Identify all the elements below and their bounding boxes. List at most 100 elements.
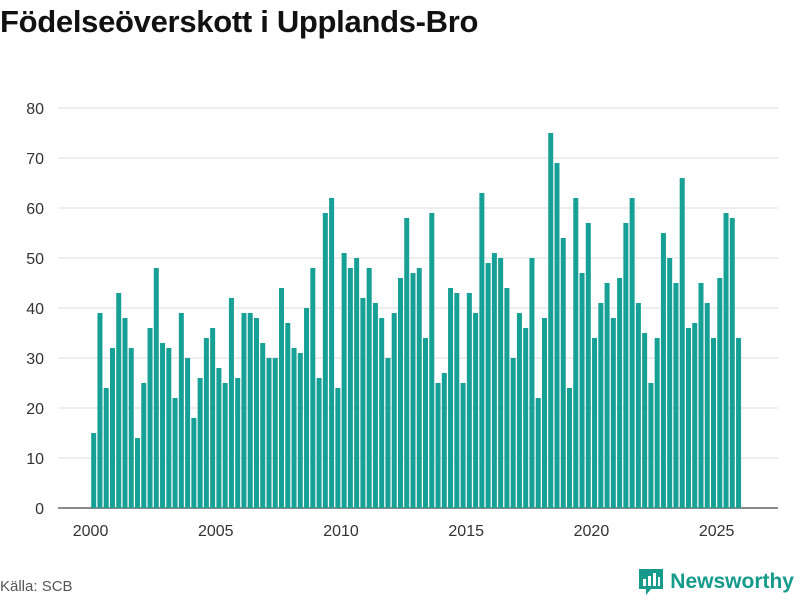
bar-2007-Q3	[279, 288, 285, 508]
bar-2019-Q4	[585, 223, 591, 508]
bar-2012-Q3	[404, 218, 410, 508]
bar-2010-Q2	[347, 268, 353, 508]
bar-2014-Q2	[448, 288, 454, 508]
bar-2019-Q1	[567, 388, 573, 508]
bar-2008-Q4	[310, 268, 316, 508]
bar-2023-Q3	[679, 178, 685, 508]
bar-2015-Q4	[485, 263, 491, 508]
bar-2007-Q4	[285, 323, 291, 508]
bar-2025-Q3	[729, 218, 735, 508]
bar-2015-Q1	[466, 293, 472, 508]
brand-name: Newsworthy	[670, 570, 794, 593]
bar-2018-Q3	[554, 163, 560, 508]
bar-2016-Q2	[498, 258, 504, 508]
bar-2018-Q4	[560, 238, 566, 508]
bar-2019-Q3	[579, 273, 585, 508]
bar-2021-Q1	[617, 278, 623, 508]
bar-2006-Q3	[253, 318, 259, 508]
bar-2009-Q2	[322, 213, 328, 508]
bar-2013-Q2	[423, 338, 429, 508]
bar-2001-Q3	[128, 348, 134, 508]
bar-2016-Q3	[504, 288, 510, 508]
bar-2025-Q2	[723, 213, 729, 508]
bar-2007-Q1	[266, 358, 272, 508]
y-axis-ticks: 0 10 20 30 40 50 60 70 80	[26, 101, 44, 518]
bar-2015-Q3	[479, 193, 485, 508]
bar-2004-Q4	[210, 328, 216, 508]
bar-2005-Q1	[216, 368, 222, 508]
bar-2000-Q4	[109, 348, 115, 508]
bar-2010-Q3	[354, 258, 360, 508]
bar-2013-Q1	[416, 268, 422, 508]
bar-2018-Q1	[541, 318, 547, 508]
y-tick-label: 20	[26, 401, 44, 418]
bar-2022-Q4	[660, 233, 666, 508]
bar-2001-Q2	[122, 318, 128, 508]
bar-2025-Q1	[717, 278, 723, 508]
bar-2009-Q3	[329, 198, 335, 508]
bar-2021-Q2	[623, 223, 629, 508]
bar-2019-Q2	[573, 198, 579, 508]
bar-2007-Q2	[272, 358, 278, 508]
bar-2017-Q4	[535, 398, 541, 508]
bar-2021-Q3	[629, 198, 635, 508]
bar-2010-Q1	[341, 253, 347, 508]
bar-2011-Q3	[379, 318, 385, 508]
bar-2024-Q2	[698, 283, 704, 508]
bar-2002-Q4	[160, 343, 166, 508]
bar-2011-Q2	[372, 303, 378, 508]
bar-2017-Q2	[523, 328, 529, 508]
bar-2022-Q1	[642, 333, 648, 508]
bar-2003-Q1	[166, 348, 172, 508]
bar-2022-Q2	[648, 383, 654, 508]
bar-2001-Q4	[135, 438, 141, 508]
bar-2003-Q2	[172, 398, 178, 508]
y-tick-label: 40	[26, 301, 44, 318]
bar-2011-Q1	[366, 268, 372, 508]
bar-2009-Q4	[335, 388, 341, 508]
bar-2000-Q2	[97, 313, 103, 508]
bar-2023-Q1	[667, 258, 673, 508]
x-axis-ticks: 2000 2005 2010 2015 2020 2025	[73, 523, 735, 540]
bar-2012-Q1	[391, 313, 397, 508]
x-tick-label: 2025	[699, 523, 735, 540]
bar-2000-Q3	[103, 388, 109, 508]
bar-2016-Q4	[510, 358, 516, 508]
bar-2005-Q2	[222, 383, 228, 508]
bar-2017-Q1	[516, 313, 522, 508]
x-tick-label: 2005	[198, 523, 234, 540]
x-tick-label: 2010	[323, 523, 359, 540]
bar-2010-Q4	[360, 298, 366, 508]
bar-2014-Q4	[460, 383, 466, 508]
bar-2025-Q4	[736, 338, 742, 508]
bar-2020-Q4	[610, 318, 616, 508]
newsworthy-logo-icon	[639, 569, 664, 595]
x-tick-label: 2015	[448, 523, 484, 540]
bar-2001-Q1	[116, 293, 122, 508]
x-tick-label: 2000	[73, 523, 109, 540]
bar-2009-Q1	[316, 378, 322, 508]
y-tick-label: 80	[26, 101, 44, 118]
bar-2022-Q3	[654, 338, 660, 508]
bar-2024-Q4	[711, 338, 717, 508]
bar-2006-Q1	[241, 313, 247, 508]
bar-2008-Q1	[291, 348, 297, 508]
bar-2002-Q3	[153, 268, 159, 508]
bar-2002-Q2	[147, 328, 153, 508]
bar-2004-Q3	[203, 338, 209, 508]
bar-2023-Q4	[685, 328, 691, 508]
bar-2020-Q1	[592, 338, 598, 508]
brand-logo: Newsworthy	[638, 568, 794, 596]
bar-2021-Q4	[635, 303, 641, 508]
bar-2005-Q4	[235, 378, 241, 508]
bar-2008-Q2	[297, 353, 303, 508]
bar-2003-Q4	[185, 358, 191, 508]
bar-2017-Q3	[529, 258, 535, 508]
bar-2024-Q1	[692, 323, 698, 508]
bar-2006-Q2	[247, 313, 253, 508]
y-tick-label: 70	[26, 151, 44, 168]
chart-title: Födelseöverskott i Upplands-Bro	[0, 4, 479, 39]
bar-2023-Q2	[673, 283, 679, 508]
bar-2011-Q4	[385, 358, 391, 508]
